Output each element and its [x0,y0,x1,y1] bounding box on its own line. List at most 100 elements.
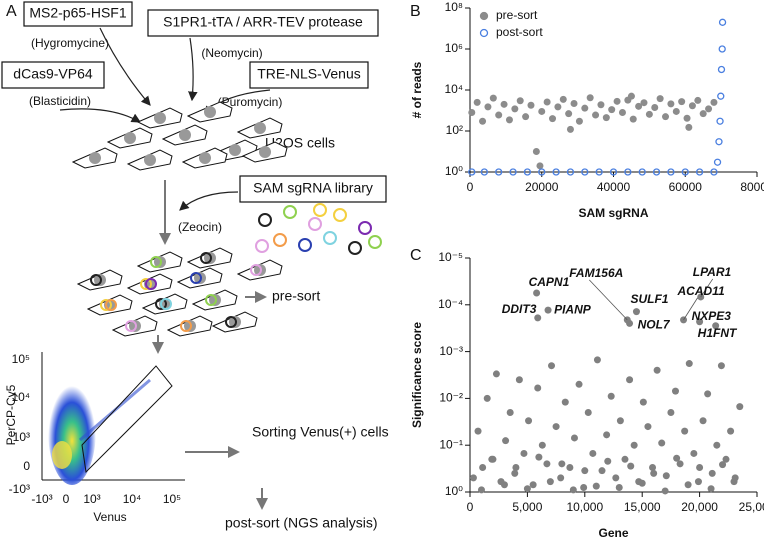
flow-tick: 10⁵ [163,492,181,506]
point [604,457,612,465]
flow-tick: 10³ [13,430,30,444]
sgrna [100,299,112,311]
nucleus [229,144,241,156]
point [678,98,686,106]
point [645,110,653,118]
point [627,92,635,100]
point [607,392,615,400]
point [532,148,540,155]
sgrna [200,252,212,264]
point [492,370,500,378]
point [543,460,551,468]
box [1,61,105,89]
sgrna [125,320,137,332]
point [474,427,482,435]
point [500,481,508,489]
flow-tick: 0 [23,459,30,473]
point [581,467,589,475]
point [638,479,646,487]
gene-label: LPAR1 [693,265,732,279]
panel-label: A [6,3,17,20]
point [489,455,497,463]
point [516,97,524,105]
x-tick-label: 0 [467,500,474,514]
point [565,110,573,118]
nucleus [154,112,166,124]
sgrna-plasmid [283,205,297,219]
point [627,462,635,470]
sgrna [155,298,167,310]
point [552,423,560,431]
point [586,94,594,102]
sgrna-plasmid [273,233,287,247]
point [685,360,693,368]
nucleus [199,152,211,164]
point [575,117,583,125]
point [681,168,689,176]
point [638,168,646,176]
point [546,478,554,486]
sgrna-plasmid [313,203,327,217]
point [549,115,557,123]
point [584,408,592,416]
point [621,455,629,463]
x-tick-label: 80000 [740,180,764,194]
point [523,485,531,493]
flow-xlabel: Venus [93,510,126,524]
annotated-point [533,289,541,297]
nucleus [254,122,266,134]
y-axis-label: Significance score [410,322,424,428]
point [609,168,618,176]
annotated-point [632,308,640,316]
point [523,168,532,176]
point [717,65,726,74]
point [716,117,724,125]
point [696,464,704,472]
box-text: dCas9-VP64 [13,66,93,82]
gene-label: PIANP [554,302,592,316]
box [23,1,133,27]
annotated-point [696,318,704,326]
point [667,408,675,416]
cells [71,101,382,337]
y-tick-label: 10² [446,123,463,137]
point [602,114,610,122]
gene-label: NOL7 [638,318,671,332]
gene-label: DDIT3 [502,302,537,316]
point [704,390,712,398]
y-tick-label: 10⁶ [445,41,463,55]
sgrna [140,278,152,290]
flow-plot: 10⁵ 10⁴ 10³ 0 -10³ -10³ 0 10³ 10⁴ 10⁵ Ve… [4,352,185,524]
point [580,483,588,491]
point [639,398,647,406]
nucleus [144,154,156,166]
point [718,45,726,53]
point [566,125,574,133]
density [52,441,72,469]
point [535,453,543,461]
legend-label: pre-sort [496,8,538,22]
point [483,394,491,402]
gene-label: CAPN1 [529,275,570,289]
flow-tick: -10³ [31,492,52,506]
point [717,92,725,100]
point [616,417,624,425]
x-tick-label: 60000 [669,180,703,194]
nucleus [259,146,271,158]
point [509,168,517,176]
x-tick-label: 20000 [525,180,559,194]
point [473,98,481,106]
point [656,95,664,103]
flow-tick: 10⁴ [123,492,142,506]
sgrna [180,320,192,332]
selection: (Neomycin) [201,46,262,60]
leader-line [700,278,714,298]
point [484,103,492,111]
flow-tick: 10⁵ [12,352,30,366]
sgrna [105,299,117,311]
point [477,486,485,494]
sgrna-plasmid [323,231,337,245]
point [615,483,623,491]
point [561,398,569,406]
sgrna-plasmid [258,213,272,227]
